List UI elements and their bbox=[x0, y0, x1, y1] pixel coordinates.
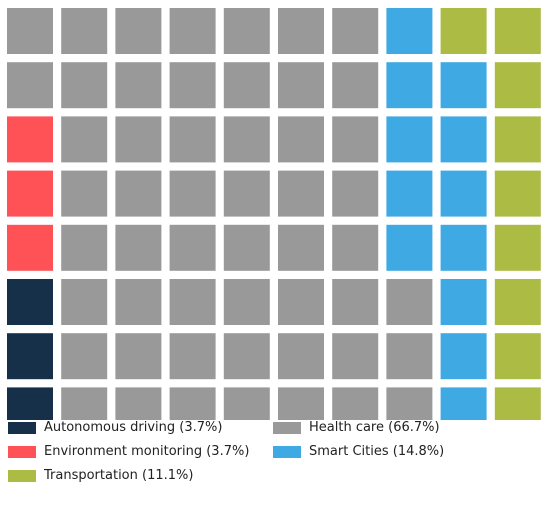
waffle-cell-health-care bbox=[223, 170, 270, 217]
waffle-cell-environment-monitoring bbox=[7, 224, 53, 271]
legend-item-smart-cities: Smart Cities (14.8%) bbox=[273, 444, 444, 459]
waffle-cell-transportation bbox=[494, 8, 541, 54]
waffle-cell-health-care bbox=[169, 116, 216, 163]
waffle-cell-health-care bbox=[169, 170, 216, 217]
waffle-cell-health-care bbox=[115, 279, 162, 325]
waffle-cell-smart-cities bbox=[440, 333, 487, 380]
waffle-cell-health-care bbox=[278, 116, 324, 163]
waffle-cell-health-care bbox=[115, 224, 162, 271]
legend-label-health-care: Health care (66.7%) bbox=[309, 420, 440, 435]
waffle-cell-smart-cities bbox=[386, 224, 433, 271]
waffle-cell-smart-cities bbox=[440, 62, 487, 109]
waffle-cell-autonomous-driving bbox=[7, 387, 53, 420]
legend-label-transportation: Transportation (11.1%) bbox=[44, 468, 194, 483]
waffle-cell-smart-cities bbox=[386, 116, 433, 163]
waffle-cell-health-care bbox=[278, 62, 324, 109]
waffle-cell-health-care bbox=[332, 62, 379, 109]
waffle-cell-health-care bbox=[61, 62, 108, 109]
legend-label-smart-cities: Smart Cities (14.8%) bbox=[309, 444, 445, 459]
waffle-cell-health-care bbox=[223, 279, 270, 325]
waffle-cell-smart-cities bbox=[440, 387, 487, 420]
waffle-cell-health-care bbox=[386, 333, 433, 380]
waffle-cell-transportation bbox=[494, 224, 541, 271]
waffle-cell-environment-monitoring bbox=[7, 116, 53, 163]
waffle-cell-health-care bbox=[61, 170, 108, 217]
waffle-cell-transportation bbox=[494, 116, 541, 163]
waffle-cell-transportation bbox=[494, 333, 541, 380]
waffle-cell-health-care bbox=[223, 387, 270, 420]
waffle-cell-health-care bbox=[61, 116, 108, 163]
waffle-chart bbox=[7, 8, 541, 420]
waffle-cell-autonomous-driving bbox=[7, 279, 53, 325]
waffle-cell-health-care bbox=[115, 62, 162, 109]
waffle-cell-health-care bbox=[115, 387, 162, 420]
waffle-cell-health-care bbox=[7, 8, 53, 54]
waffle-cell-health-care bbox=[115, 333, 162, 380]
waffle-cell-health-care bbox=[61, 224, 108, 271]
waffle-cell-health-care bbox=[278, 8, 324, 54]
waffle-cell-health-care bbox=[61, 387, 108, 420]
waffle-cell-health-care bbox=[7, 62, 53, 109]
waffle-cell-health-care bbox=[278, 387, 324, 420]
waffle-cell-health-care bbox=[278, 170, 324, 217]
waffle-cell-health-care bbox=[115, 8, 162, 54]
waffle-cell-health-care bbox=[386, 387, 433, 420]
legend-swatch-health-care bbox=[273, 421, 301, 434]
waffle-cell-health-care bbox=[169, 224, 216, 271]
legend-swatch-environment-monitoring bbox=[8, 445, 36, 458]
legend-swatch-transportation bbox=[8, 469, 36, 482]
waffle-cell-health-care bbox=[169, 387, 216, 420]
waffle-cell-smart-cities bbox=[440, 170, 487, 217]
waffle-cell-transportation bbox=[494, 170, 541, 217]
legend-item-autonomous-driving: Autonomous driving (3.7%) bbox=[8, 420, 222, 435]
waffle-cell-health-care bbox=[169, 279, 216, 325]
waffle-cell-transportation bbox=[494, 62, 541, 109]
waffle-cell-health-care bbox=[169, 333, 216, 380]
legend: Autonomous driving (3.7%) Environment mo… bbox=[8, 420, 548, 504]
waffle-cell-health-care bbox=[278, 279, 324, 325]
legend-label-autonomous-driving: Autonomous driving (3.7%) bbox=[44, 420, 223, 435]
waffle-cell-health-care bbox=[223, 224, 270, 271]
waffle-cell-health-care bbox=[169, 8, 216, 54]
waffle-cell-health-care bbox=[332, 8, 379, 54]
waffle-cell-health-care bbox=[61, 279, 108, 325]
waffle-cell-health-care bbox=[278, 224, 324, 271]
waffle-cell-health-care bbox=[61, 333, 108, 380]
waffle-cell-smart-cities bbox=[440, 279, 487, 325]
waffle-cell-smart-cities bbox=[386, 8, 433, 54]
waffle-cell-health-care bbox=[332, 116, 379, 163]
waffle-cell-health-care bbox=[278, 333, 324, 380]
waffle-cell-environment-monitoring bbox=[7, 170, 53, 217]
waffle-cell-health-care bbox=[223, 333, 270, 380]
legend-swatch-autonomous-driving bbox=[8, 421, 36, 434]
waffle-cell-health-care bbox=[223, 8, 270, 54]
legend-swatch-smart-cities bbox=[273, 445, 301, 458]
waffle-cell-transportation bbox=[494, 279, 541, 325]
waffle-cell-autonomous-driving bbox=[7, 333, 53, 380]
waffle-cell-health-care bbox=[332, 224, 379, 271]
legend-item-transportation: Transportation (11.1%) bbox=[8, 468, 193, 483]
waffle-cell-health-care bbox=[61, 8, 108, 54]
waffle-cell-health-care bbox=[223, 62, 270, 109]
legend-item-environment-monitoring: Environment monitoring (3.7%) bbox=[8, 444, 249, 459]
legend-label-environment-monitoring: Environment monitoring (3.7%) bbox=[44, 444, 250, 459]
waffle-cell-health-care bbox=[386, 279, 433, 325]
waffle-cell-smart-cities bbox=[386, 170, 433, 217]
waffle-cell-smart-cities bbox=[386, 62, 433, 109]
waffle-cell-smart-cities bbox=[440, 116, 487, 163]
waffle-cell-health-care bbox=[332, 279, 379, 325]
waffle-cell-transportation bbox=[494, 387, 541, 420]
waffle-cell-health-care bbox=[332, 333, 379, 380]
waffle-cell-health-care bbox=[223, 116, 270, 163]
legend-item-health-care: Health care (66.7%) bbox=[273, 420, 440, 435]
waffle-cell-smart-cities bbox=[440, 224, 487, 271]
waffle-cell-health-care bbox=[115, 116, 162, 163]
waffle-cell-health-care bbox=[169, 62, 216, 109]
waffle-cell-transportation bbox=[440, 8, 487, 54]
waffle-cell-health-care bbox=[115, 170, 162, 217]
waffle-cell-health-care bbox=[332, 170, 379, 217]
waffle-cell-health-care bbox=[332, 387, 379, 420]
